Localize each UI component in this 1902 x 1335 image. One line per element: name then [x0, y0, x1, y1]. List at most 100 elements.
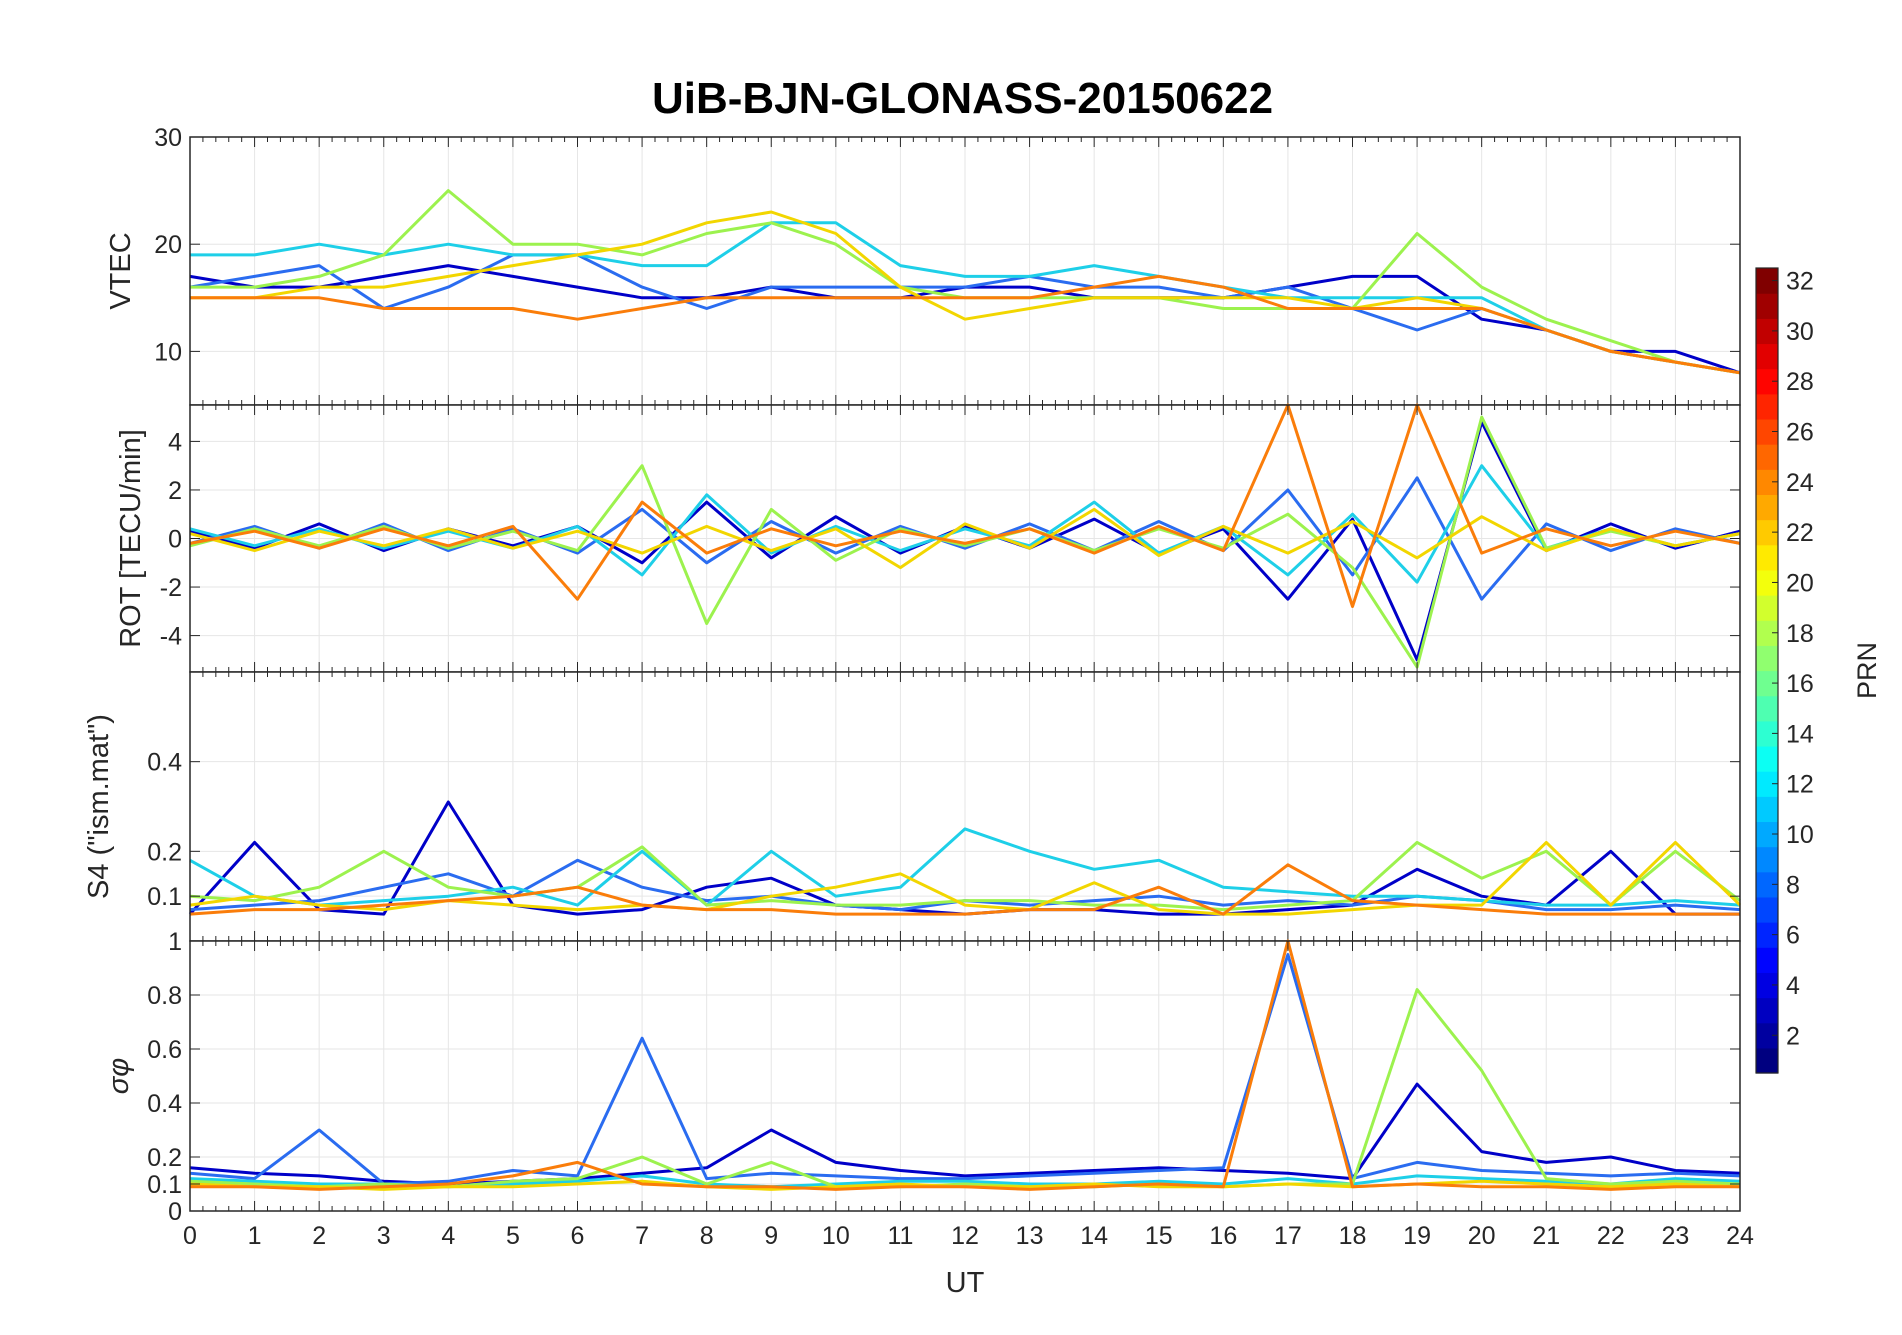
colorbar-tick-label: 12 — [1786, 771, 1814, 799]
series-line-prn-17 — [189, 415, 1741, 669]
colorbar-label: PRN — [1852, 642, 1882, 699]
x-tick-label: 5 — [506, 1222, 520, 1250]
y-axis-label: σφ — [103, 1058, 135, 1094]
panel-2: -4 -2 0 2 4 ROT [TECU/min] — [115, 403, 1741, 673]
series-line-prn-7 — [189, 953, 1741, 1186]
x-tick-label: 10 — [822, 1222, 850, 1250]
colorbar-segment — [1756, 896, 1778, 923]
y-tick-label: 0 — [168, 526, 182, 554]
x-tick-label: 19 — [1403, 1222, 1431, 1250]
series-line-prn-24 — [190, 939, 1740, 1191]
x-tick-label: 13 — [1016, 1222, 1044, 1250]
y-axis-label: VTEC — [105, 232, 137, 309]
colorbar-segment — [1756, 645, 1778, 672]
y-axis-label: ROT [TECU/min] — [115, 429, 147, 648]
x-tick-label: 12 — [951, 1222, 979, 1250]
colorbar-tick-label: 16 — [1786, 670, 1814, 698]
x-tick-label: 7 — [635, 1222, 649, 1250]
chart-title: UiB-BJN-GLONASS-20150622 — [651, 74, 1274, 123]
colorbar-segment — [1756, 947, 1778, 973]
y-axis-label: S4 ("ism.mat") — [83, 714, 115, 899]
colorbar-segment — [1756, 821, 1778, 848]
colorbar-segment — [1756, 922, 1778, 948]
x-tick-label: 15 — [1145, 1222, 1173, 1250]
colorbar-segment — [1756, 695, 1778, 722]
colorbar-segment — [1756, 846, 1778, 873]
colorbar-segment — [1756, 771, 1778, 797]
y-tick-label: 10 — [154, 338, 182, 366]
x-tick-label: 9 — [764, 1222, 778, 1250]
y-tick-label: 0.4 — [147, 749, 182, 777]
colorbar-segment — [1756, 569, 1778, 596]
colorbar-segment — [1756, 268, 1778, 294]
y-tick-label: 20 — [154, 231, 182, 259]
y-tick-label: -2 — [160, 574, 182, 602]
panel-4: 00.10.2 0.4 0.6 0.8 1 σφ — [103, 928, 1741, 1226]
colorbar-segment — [1756, 796, 1778, 823]
colorbar-segment — [1756, 670, 1778, 697]
series-line-prn-21 — [189, 507, 1741, 570]
colorbar-tick-label: 10 — [1786, 821, 1814, 849]
colorbar-segment — [1756, 745, 1778, 772]
y-tick-label: 0 — [168, 1198, 182, 1226]
panel-3: 0.1 0.2 0.4 S4 ("ism.mat") — [83, 671, 1742, 942]
series-line-prn-24 — [190, 274, 1741, 375]
series-line-prn-12 — [189, 827, 1741, 907]
x-axis: 0 1 2 3 4 5 6 7 8 9 10 11 12 13 14 15 16 17 18 19 20 21 22 23 24… — [183, 1222, 1754, 1299]
colorbar-tick-label: 24 — [1786, 469, 1814, 497]
colorbar-segment — [1756, 871, 1778, 898]
x-axis-label: UT — [946, 1267, 985, 1299]
y-tick-label: 0.1 — [147, 1171, 182, 1199]
x-tick-label: 3 — [377, 1222, 391, 1250]
y-tick-label: 4 — [168, 428, 182, 456]
colorbar-segment — [1756, 1047, 1778, 1074]
colorbar-tick-label: 22 — [1786, 519, 1814, 547]
panel-1: 10 20 30 VTEC — [105, 124, 1741, 406]
series-line-prn-12 — [190, 221, 1741, 375]
x-tick-label: 0 — [183, 1222, 197, 1250]
x-tick-label: 11 — [887, 1222, 913, 1250]
colorbar-segment — [1756, 972, 1778, 999]
y-tick-label: 30 — [154, 124, 182, 152]
colorbar-segment — [1756, 418, 1778, 445]
x-tick-label: 24 — [1726, 1222, 1754, 1250]
x-tick-label: 4 — [441, 1222, 455, 1250]
y-tick-label: 0.8 — [147, 982, 182, 1010]
colorbar-tick-label: 8 — [1786, 871, 1800, 899]
x-tick-label: 20 — [1468, 1222, 1496, 1250]
series-line-prn-24 — [189, 403, 1741, 608]
colorbar-segment — [1756, 469, 1778, 496]
colorbar-segment — [1756, 1022, 1778, 1049]
colorbar-segment — [1756, 620, 1778, 646]
x-tick-label: 17 — [1274, 1222, 1302, 1250]
colorbar-tick-label: 32 — [1786, 268, 1814, 296]
x-tick-label: 6 — [571, 1222, 585, 1250]
colorbar-segment — [1756, 720, 1778, 747]
series-line-prn-17 — [189, 840, 1741, 912]
colorbar-segment — [1756, 544, 1778, 571]
colorbar-tick-label: 2 — [1786, 1022, 1800, 1050]
y-tick-label: 0.2 — [147, 1144, 182, 1172]
colorbar-segment — [1756, 393, 1778, 420]
colorbar-tick-label: 26 — [1786, 419, 1814, 447]
colorbar-tick-label: 14 — [1786, 720, 1814, 748]
x-tick-label: 22 — [1597, 1222, 1625, 1250]
y-tick-label: 0.4 — [147, 1090, 182, 1118]
series-group — [189, 189, 1741, 375]
series-line-prn-24 — [189, 863, 1740, 916]
colorbar-segment — [1756, 368, 1778, 395]
series-line-prn-12 — [189, 464, 1741, 584]
x-tick-label: 14 — [1080, 1222, 1108, 1250]
grid-lines — [189, 405, 1741, 672]
colorbar-segment — [1756, 494, 1778, 521]
series-group — [189, 403, 1741, 669]
colorbar-segment — [1756, 444, 1778, 470]
series-group — [189, 939, 1741, 1191]
series-group — [188, 800, 1742, 916]
x-tick-label: 8 — [700, 1222, 714, 1250]
series-line-prn-7 — [189, 476, 1741, 601]
x-tick-label: 2 — [312, 1222, 326, 1250]
